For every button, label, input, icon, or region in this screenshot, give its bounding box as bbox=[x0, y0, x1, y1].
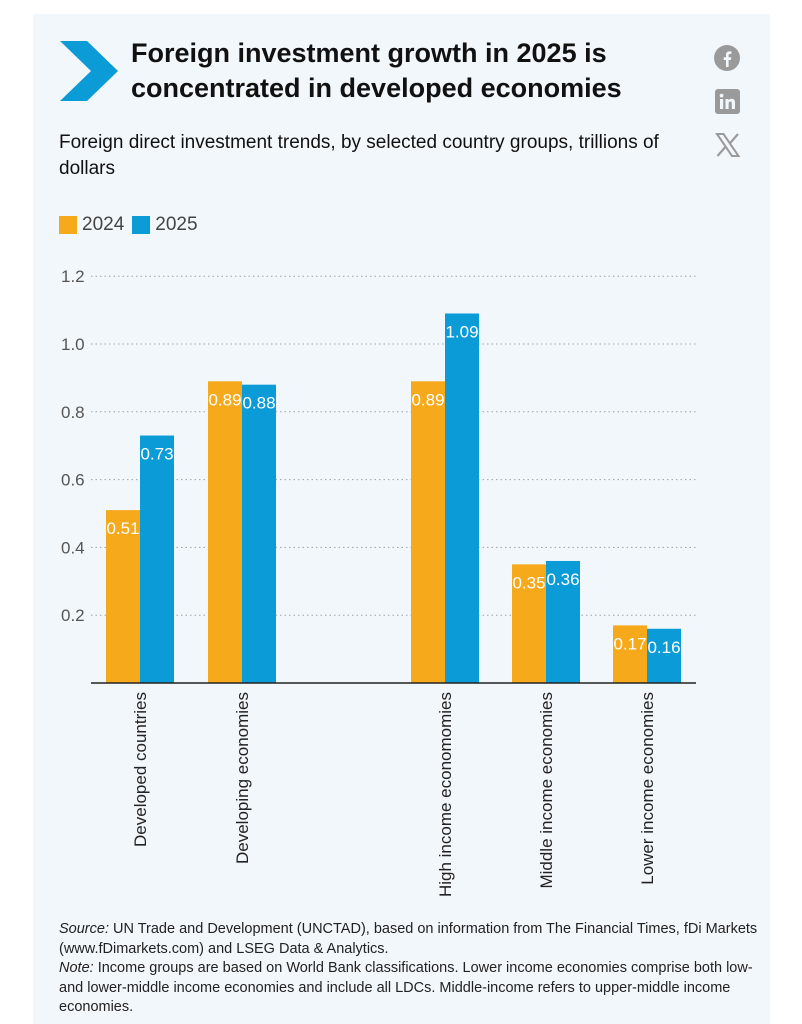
x-tick-label: Lower income economies bbox=[638, 692, 657, 885]
bar-2024-2 bbox=[411, 381, 445, 683]
x-icon[interactable] bbox=[714, 131, 742, 159]
bar-2025-0 bbox=[140, 435, 174, 683]
source-note: Source: UN Trade and Development (UNCTAD… bbox=[59, 920, 759, 959]
bar-2025-2 bbox=[445, 313, 479, 683]
legend-swatch-2025 bbox=[132, 216, 151, 234]
linkedin-icon[interactable] bbox=[714, 88, 742, 116]
data-label: 0.35 bbox=[512, 573, 545, 592]
note-label: Note: bbox=[59, 960, 94, 976]
bar-2024-3 bbox=[512, 564, 546, 683]
note-text: Note: Income groups are based on World B… bbox=[59, 959, 759, 1018]
data-label: 0.17 bbox=[613, 634, 646, 653]
chart-legend: 2024 2025 bbox=[59, 213, 206, 237]
legend-swatch-2024 bbox=[59, 216, 77, 234]
note-body: Income groups are based on World Bank cl… bbox=[59, 960, 753, 1015]
chart-subtitle: Foreign direct investment trends, by sel… bbox=[59, 132, 659, 179]
data-label: 0.73 bbox=[140, 445, 173, 464]
bar-2025-4 bbox=[647, 628, 681, 683]
x-tick-label: Developing economies bbox=[233, 692, 252, 864]
y-tick-label: 0.4 bbox=[61, 538, 85, 557]
bar-2024-0 bbox=[106, 510, 140, 683]
source-label: Source: bbox=[59, 921, 109, 937]
data-label: 0.88 bbox=[242, 394, 275, 413]
source-text: UN Trade and Development (UNCTAD), based… bbox=[59, 921, 758, 957]
legend-label-2025: 2025 bbox=[155, 214, 198, 235]
y-tick-label: 1.0 bbox=[61, 335, 85, 354]
y-tick-label: 0.2 bbox=[61, 606, 85, 625]
y-tick-label: 1.2 bbox=[61, 267, 85, 286]
data-label: 0.89 bbox=[208, 390, 241, 409]
bar-2024-1 bbox=[208, 381, 242, 683]
facebook-icon[interactable] bbox=[713, 44, 741, 72]
legend-item-2024: 2024 bbox=[59, 214, 124, 236]
data-label: 0.36 bbox=[546, 570, 579, 589]
chart-notes: Source: UN Trade and Development (UNCTAD… bbox=[59, 920, 759, 1018]
data-label: 0.51 bbox=[106, 519, 139, 538]
legend-label-2024: 2024 bbox=[82, 214, 125, 235]
data-label: 0.16 bbox=[647, 638, 680, 657]
bar-chart: 0.20.40.60.81.01.20.510.89 0.890.350.170.… bbox=[61, 267, 696, 897]
page-title: Foreign investment growth in 2025 is con… bbox=[131, 38, 622, 103]
x-tick-label: High income economomies bbox=[436, 692, 455, 897]
bar-2025-1 bbox=[242, 384, 276, 683]
x-tick-label: Developed countries bbox=[131, 692, 150, 847]
bar-2024-4 bbox=[613, 625, 647, 683]
chevron-logo-icon bbox=[60, 41, 118, 101]
data-label: 0.89 bbox=[411, 390, 444, 409]
bar-2025-3 bbox=[546, 560, 580, 683]
y-tick-label: 0.6 bbox=[61, 471, 85, 490]
data-label: 1.09 bbox=[445, 322, 478, 341]
legend-item-2025: 2025 bbox=[132, 214, 198, 236]
chart-card: Foreign investment growth in 2025 is con… bbox=[33, 14, 770, 1024]
chevron-shape bbox=[60, 41, 118, 101]
y-tick-label: 0.8 bbox=[61, 403, 85, 422]
x-tick-label: Middle income economies bbox=[537, 692, 556, 889]
